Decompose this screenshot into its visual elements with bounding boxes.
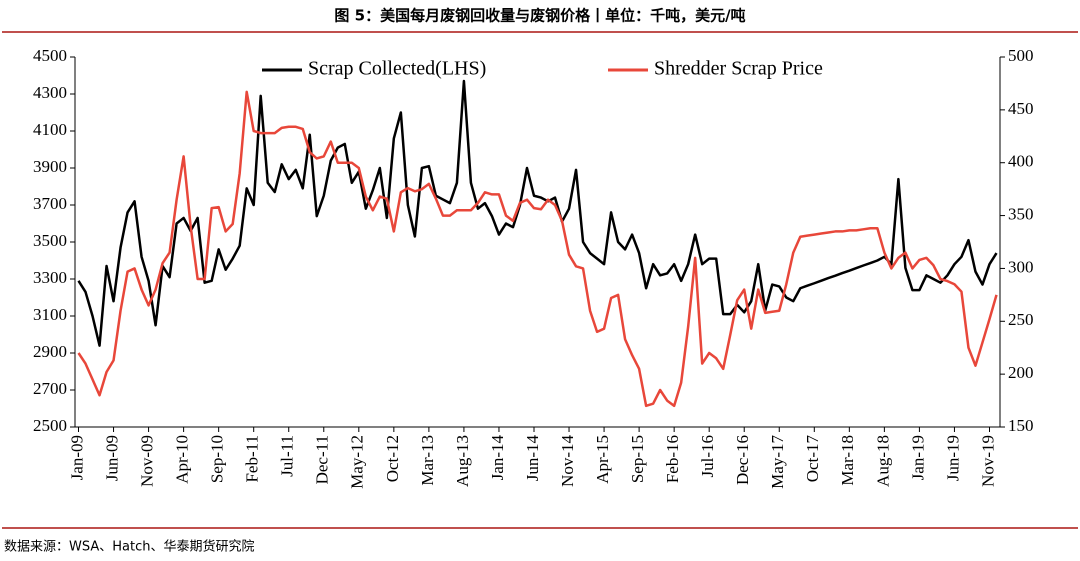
x-tick-label: Mar-18	[838, 435, 857, 486]
x-tick-label: Jan-14	[488, 435, 507, 481]
y2-tick-label: 450	[1008, 99, 1034, 118]
x-tick-label: Aug-18	[873, 435, 892, 487]
x-tick-label: Dec-11	[313, 435, 332, 484]
source-note: 数据来源：WSA、Hatch、华泰期货研究院	[4, 539, 254, 555]
chart-title: 图 5：美国每月废钢回收量与废钢价格丨单位：千吨，美元/吨	[334, 7, 745, 25]
x-tick-label: Apr-10	[173, 435, 192, 484]
x-tick-label: Mar-13	[418, 435, 437, 486]
y-tick-label: 3500	[33, 231, 67, 250]
y-tick-label: 2500	[33, 416, 67, 435]
x-tick-label: Apr-15	[593, 435, 612, 484]
y2-tick-label: 150	[1008, 416, 1034, 435]
y-tick-label: 3900	[33, 157, 67, 176]
x-tick-label: Sep-15	[628, 435, 647, 483]
x-tick-label: Feb-16	[663, 435, 682, 483]
x-tick-label: Nov-19	[978, 435, 997, 487]
x-tick-label: Dec-16	[733, 435, 752, 485]
y-tick-label: 4300	[33, 83, 67, 102]
x-tick-label: Jul-16	[698, 435, 717, 478]
x-tick-label: Jun-19	[943, 435, 962, 481]
legend-label: Scrap Collected(LHS)	[308, 58, 486, 80]
x-tick-label: Nov-09	[137, 435, 156, 487]
y2-tick-label: 350	[1008, 204, 1034, 223]
x-tick-label: Oct-17	[803, 435, 822, 483]
series-line	[77, 90, 998, 408]
y2-tick-label: 500	[1008, 46, 1034, 65]
x-tick-label: Oct-12	[383, 435, 402, 482]
y2-tick-label: 200	[1008, 363, 1034, 382]
y2-tick-label: 250	[1008, 310, 1034, 329]
x-tick-label: Jul-11	[278, 435, 297, 477]
x-tick-label: Nov-14	[558, 435, 577, 487]
y-tick-label: 4500	[33, 46, 67, 65]
x-tick-label: Feb-11	[243, 435, 262, 483]
y2-tick-label: 400	[1008, 152, 1034, 171]
x-tick-label: Jun-14	[523, 435, 542, 482]
series-line	[77, 79, 998, 347]
legend-label: Shredder Scrap Price	[654, 58, 823, 80]
x-tick-label: May-12	[348, 435, 367, 489]
x-tick-label: May-17	[768, 435, 787, 489]
x-tick-label: Jan-19	[908, 435, 927, 480]
x-tick-label: Jan-09	[67, 435, 86, 480]
y-tick-label: 2700	[33, 379, 67, 398]
x-tick-label: Jun-09	[102, 435, 121, 481]
x-tick-label: Sep-10	[208, 435, 227, 483]
y-tick-label: 3700	[33, 194, 67, 213]
y2-tick-label: 300	[1008, 257, 1034, 276]
y-tick-label: 2900	[33, 342, 67, 361]
y-tick-label: 4100	[33, 120, 67, 139]
x-tick-label: Aug-13	[453, 435, 472, 487]
y-tick-label: 3100	[33, 305, 67, 324]
y-tick-label: 3300	[33, 268, 67, 287]
